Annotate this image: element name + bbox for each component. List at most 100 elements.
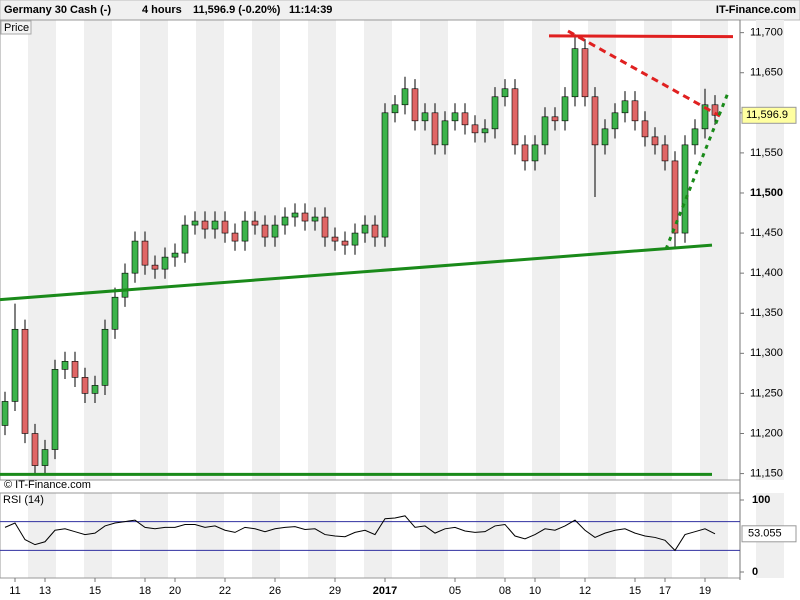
trendline: [548, 34, 734, 39]
y-tick-label: 11,150: [750, 467, 783, 479]
y-tick-label: 11,250: [750, 387, 783, 399]
candle-body: [241, 220, 249, 242]
last-price-box: [741, 106, 797, 124]
candle-body: [481, 128, 489, 134]
candle-body: [21, 328, 29, 434]
candle-body: [81, 377, 89, 394]
stripe: [308, 20, 336, 480]
candle-body: [61, 361, 69, 370]
candle-body: [491, 96, 499, 130]
y-tick-label: 11,500: [750, 187, 783, 199]
stripe: [420, 20, 448, 480]
y-tick-label: 11,650: [750, 67, 783, 79]
candle-body: [311, 216, 319, 222]
candle-body: [141, 240, 149, 266]
candle-body: [661, 144, 669, 162]
candle-body: [271, 224, 279, 238]
candle-body: [101, 328, 109, 386]
x-tick-label: 18: [139, 585, 151, 597]
candle-body: [221, 220, 229, 234]
stripe: [756, 20, 784, 480]
candle-body: [11, 328, 19, 402]
candle-body: [211, 220, 219, 230]
candle-body: [511, 88, 519, 146]
candle-body: [521, 144, 529, 162]
candle-body: [631, 100, 639, 122]
candle-body: [451, 112, 459, 122]
candle-body: [551, 116, 559, 122]
x-tick-label: 26: [269, 585, 281, 597]
candle-body: [431, 112, 439, 146]
x-tick-label: 08: [499, 585, 511, 597]
stripe: [252, 20, 280, 480]
candle-body: [461, 112, 469, 126]
candle-body: [351, 232, 359, 246]
brand: IT-Finance.com: [716, 4, 796, 16]
panel-label: Price: [4, 22, 29, 34]
y-tick-label: 0: [752, 566, 758, 578]
stripe: [196, 493, 224, 578]
candle-body: [381, 112, 389, 238]
candle-body: [321, 216, 329, 238]
candle-body: [561, 96, 569, 122]
stripe: [196, 20, 224, 480]
candle-body: [111, 296, 119, 330]
y-tick-label: 11,200: [750, 427, 783, 439]
candle-body: [591, 96, 599, 146]
stripe: [28, 493, 56, 578]
stripe: [252, 493, 280, 578]
stripe: [532, 493, 560, 578]
candle-body: [571, 48, 579, 98]
stripe: [28, 20, 56, 480]
candle-body: [121, 272, 129, 298]
x-tick-label: 12: [579, 585, 591, 597]
candle-body: [621, 100, 629, 114]
rsi-value-label: 53.055: [748, 528, 782, 540]
candle-body: [301, 212, 309, 222]
candle-body: [471, 124, 479, 134]
candle-body: [391, 104, 399, 114]
stripe: [364, 493, 392, 578]
stripe: [140, 493, 168, 578]
last-price-label: 11,596.9: [746, 109, 788, 121]
y-tick-label: 100: [752, 494, 770, 506]
candle-body: [171, 252, 179, 258]
stripe: [588, 20, 616, 480]
x-tick-label: 11: [9, 585, 20, 597]
candle-body: [71, 361, 79, 378]
trendline: [0, 243, 713, 302]
candle-body: [181, 224, 189, 254]
candle-body: [281, 216, 289, 226]
trendline: [664, 92, 730, 250]
candle-body: [201, 220, 209, 230]
watermark: © IT-Finance.com: [4, 479, 91, 491]
candle-body: [371, 224, 379, 238]
candle-body: [421, 112, 429, 122]
y-tick-label: 11,550: [750, 147, 783, 159]
candle-body: [401, 88, 409, 106]
candle-body: [611, 112, 619, 130]
rsi-value-box: [741, 525, 797, 543]
candle-body: [331, 236, 339, 242]
stripe: [476, 493, 504, 578]
candle-body: [131, 240, 139, 274]
candle-body: [691, 128, 699, 146]
y-tick-label: 11,300: [750, 347, 783, 359]
panel-label: RSI (14): [3, 494, 44, 506]
candle-body: [291, 212, 299, 218]
candle-body: [441, 120, 449, 146]
y-tick-label: 11,700: [750, 27, 783, 39]
candle-body: [51, 369, 59, 450]
stripe: [84, 493, 112, 578]
rsi-line: [4, 515, 716, 552]
trendline: [567, 29, 721, 118]
candle-body: [161, 256, 169, 270]
x-tick-label: 22: [219, 585, 231, 597]
candle-body: [341, 240, 349, 246]
candle-body: [251, 220, 259, 226]
candle-body: [531, 144, 539, 162]
y-tick-label: 11,400: [750, 267, 783, 279]
timeframe: 4 hours: [142, 4, 182, 16]
